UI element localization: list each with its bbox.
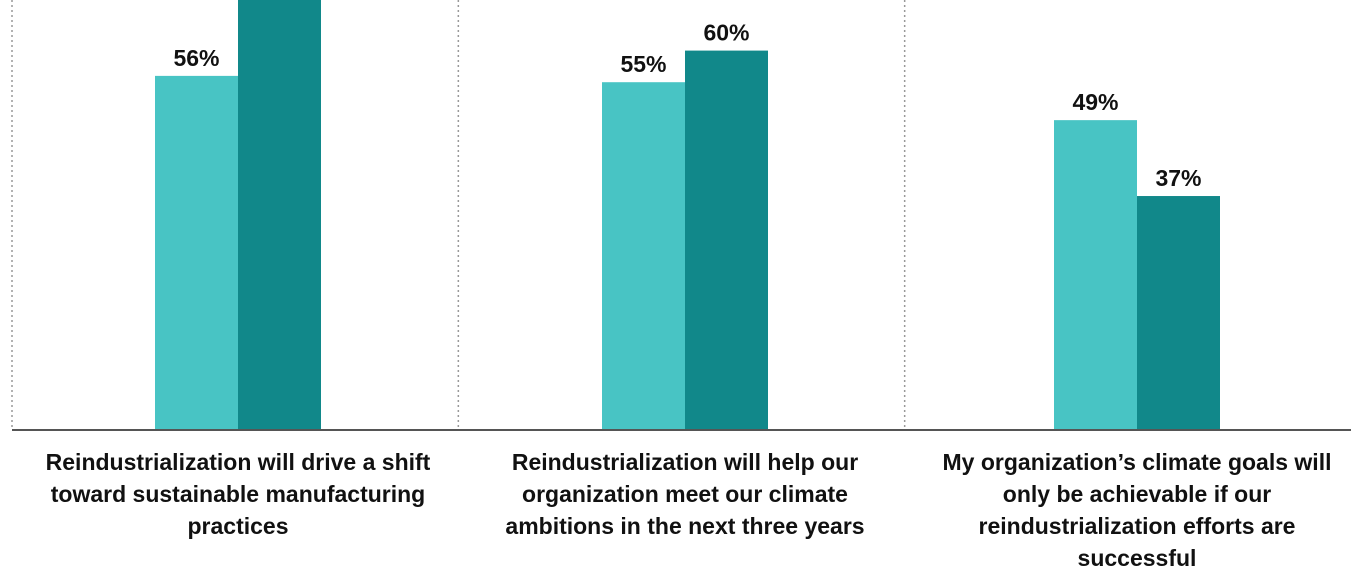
page: {"chart_data": {"type": "bar", "categori… bbox=[11, 0, 1351, 571]
value-label: 55% bbox=[620, 51, 666, 77]
bar bbox=[602, 82, 685, 431]
bar bbox=[155, 75, 238, 430]
value-label: 37% bbox=[1155, 165, 1201, 191]
value-label: 56% bbox=[173, 45, 219, 71]
category-label: My organization’s climate goals will onl… bbox=[942, 449, 1332, 571]
category-label: Reindustrialization will drive a shift t… bbox=[45, 449, 431, 539]
bar bbox=[1054, 120, 1137, 430]
bar bbox=[238, 0, 321, 431]
category-label: Reindustrialization will help our organi… bbox=[505, 449, 865, 539]
bar bbox=[685, 50, 768, 431]
chart: 56% 55% 60% 49% 37% bbox=[11, 0, 1351, 431]
value-label: 60% bbox=[703, 20, 749, 46]
bar bbox=[1137, 196, 1220, 430]
value-label: 49% bbox=[1072, 89, 1118, 115]
